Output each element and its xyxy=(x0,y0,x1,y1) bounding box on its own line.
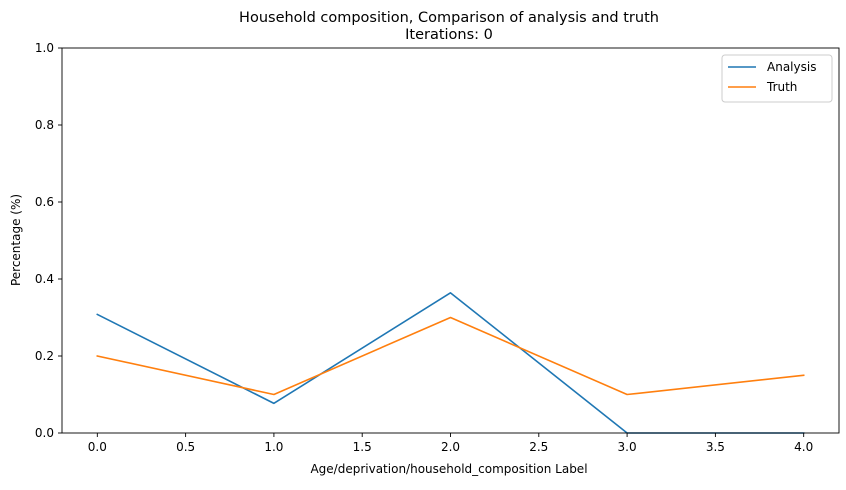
x-tick-label: 3.0 xyxy=(618,440,637,454)
x-tick-label: 2.0 xyxy=(441,440,460,454)
x-axis-label: Age/deprivation/household_composition La… xyxy=(310,462,587,476)
y-axis-label: Percentage (%) xyxy=(9,194,23,286)
x-tick-label: 4.0 xyxy=(794,440,813,454)
x-tick-label: 0.0 xyxy=(88,440,107,454)
series-line-truth xyxy=(96,316,805,396)
plot-area: 0.0 0.5 1.0 1.5 2.0 2.5 3.0 3.5 4.0 0.0 0.2 0.4 0.6 0… xyxy=(35,41,840,454)
y-tick-label: 0.8 xyxy=(35,118,54,132)
plot-frame xyxy=(61,47,840,434)
chart-title: Household composition, Comparison of ana… xyxy=(239,10,659,26)
x-tick-label: 3.5 xyxy=(706,440,725,454)
legend-label-truth: Truth xyxy=(766,80,797,94)
x-tick-label: 0.5 xyxy=(176,440,195,454)
y-tick-label: 1.0 xyxy=(35,41,54,55)
y-tick-label: 0.0 xyxy=(35,426,54,440)
y-tick-label: 0.6 xyxy=(35,195,54,209)
legend-label-analysis: Analysis xyxy=(767,60,816,74)
x-tick-label: 2.5 xyxy=(529,440,548,454)
chart-subtitle: Iterations: 0 xyxy=(405,27,493,43)
x-tick-label: 1.0 xyxy=(264,440,283,454)
y-tick-label: 0.4 xyxy=(35,272,54,286)
legend: Analysis Truth xyxy=(721,54,833,103)
x-tick-label: 1.5 xyxy=(353,440,372,454)
y-tick-label: 0.2 xyxy=(35,349,54,363)
series-line-analysis xyxy=(96,292,805,434)
